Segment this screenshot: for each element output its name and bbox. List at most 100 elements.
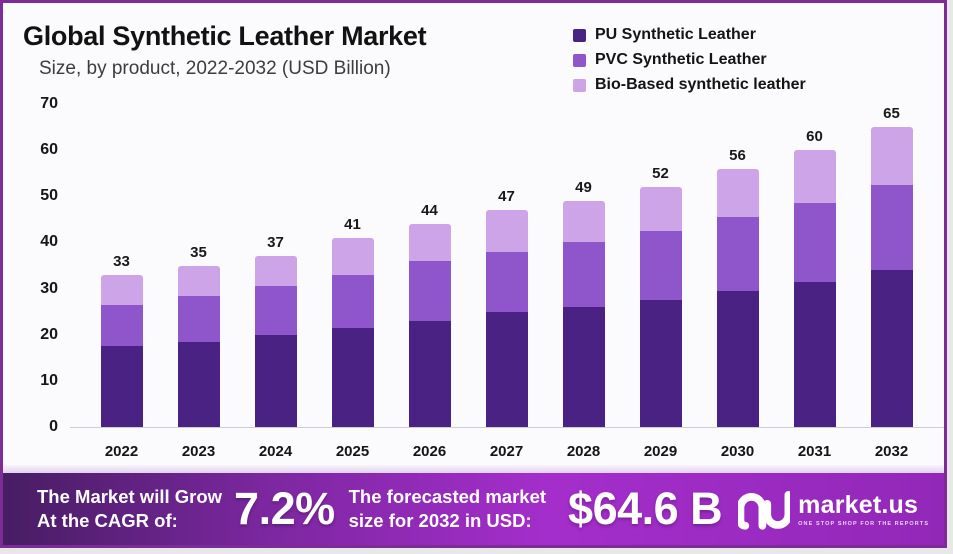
bar-segment-pu	[408, 320, 451, 427]
cagr-value: 7.2%	[234, 483, 335, 534]
stacked-bar	[100, 274, 143, 427]
x-axis-label: 2027	[489, 443, 524, 460]
legend-label: Bio-Based synthetic leather	[595, 76, 806, 93]
y-axis-tick-label: 70	[40, 95, 58, 112]
bar-segment-pu	[100, 346, 143, 427]
page-title: Global Synthetic Leather Market	[23, 21, 427, 51]
brand-tagline: ONE STOP SHOP FOR THE REPORTS	[798, 521, 930, 527]
legend-label: PVC Synthetic Leather	[595, 51, 767, 68]
brand-logo: market.us ONE STOP SHOP FOR THE REPORTS	[738, 487, 929, 532]
bar-segment-bio	[485, 210, 528, 252]
legend-label: PU Synthetic Leather	[595, 26, 756, 43]
bar-segment-bio	[331, 237, 374, 275]
bar-slot: 41 2025	[314, 104, 391, 460]
bar-segment-bio	[254, 256, 297, 287]
bar-segment-pvc	[870, 184, 913, 271]
bar-segment-pvc	[716, 217, 759, 291]
stacked-bar	[331, 237, 374, 427]
bar-slot: 60 2031	[776, 104, 853, 460]
forecast-label-line1: The forecasted market	[348, 486, 547, 508]
y-axis-tick-label: 20	[40, 325, 58, 343]
bar-segment-pu	[562, 307, 605, 427]
legend-item: Bio-Based synthetic leather	[573, 76, 806, 94]
x-axis-label: 2029	[643, 443, 678, 460]
bar-total-label: 60	[806, 128, 823, 146]
legend: PU Synthetic Leather PVC Synthetic Leathe…	[573, 26, 806, 94]
bar-segment-pu	[331, 327, 374, 427]
bar-total-label: 56	[729, 146, 746, 164]
stacked-bar	[177, 265, 220, 427]
stacked-bar	[485, 210, 528, 427]
bar-segment-pu	[716, 290, 759, 427]
stacked-bar	[793, 150, 836, 427]
bar-segment-pvc	[331, 274, 374, 328]
bar-segment-pvc	[408, 260, 451, 321]
bar-segment-pvc	[177, 295, 220, 342]
bar-segment-pu	[870, 270, 913, 427]
bar-slot: 47 2027	[468, 104, 545, 460]
bar-segment-pu	[485, 311, 528, 427]
legend-swatch	[573, 53, 586, 67]
y-axis-tick-label: 40	[40, 233, 58, 251]
y-axis-tick-label: 50	[40, 187, 58, 205]
bar-slot: 49 2028	[545, 104, 622, 460]
brand-text: market.us ONE STOP SHOP FOR THE REPORTS	[798, 491, 929, 527]
bar-total-label: 33	[113, 252, 130, 270]
x-axis-label: 2026	[412, 443, 447, 460]
bar-segment-bio	[639, 187, 682, 231]
bar-segment-bio	[870, 127, 913, 185]
bar-segment-pvc	[639, 230, 682, 301]
y-axis-tick-label: 30	[40, 279, 58, 297]
bar-total-label: 37	[267, 234, 284, 252]
bar-total-label: 44	[421, 201, 438, 219]
cagr-label-line1: The Market will Grow	[37, 486, 223, 508]
forecast-label-line2: size for 2032 in USD:	[348, 510, 532, 531]
stacked-bar	[254, 256, 297, 427]
y-axis-tick-label: 10	[40, 371, 58, 389]
stacked-bar	[408, 223, 451, 427]
bar-slot: 33 2022	[83, 104, 160, 460]
bar-total-label: 35	[190, 243, 207, 261]
bar-segment-bio	[408, 223, 451, 261]
bar-segment-bio	[716, 168, 759, 218]
marketus-logo-icon	[738, 490, 791, 530]
footer-banner: The Market will Grow At the CAGR of: 7.2…	[3, 473, 944, 545]
bar-slot: 37 2024	[237, 104, 314, 460]
bar-segment-bio	[793, 150, 836, 204]
bar-segment-pu	[177, 341, 220, 427]
brand-name: market.us	[798, 491, 919, 519]
bar-total-label: 52	[652, 165, 669, 183]
stacked-bar	[870, 127, 913, 427]
bar-slot: 65 2032	[853, 104, 930, 460]
bar-total-label: 47	[498, 188, 515, 206]
x-axis-label: 2023	[181, 443, 216, 460]
x-axis-label: 2031	[797, 443, 832, 460]
bar-segment-bio	[100, 274, 143, 305]
x-axis-label: 2022	[104, 443, 139, 460]
cagr-label-line2: At the CAGR of:	[37, 510, 178, 531]
footer-divider-strip	[3, 465, 944, 473]
bar-segment-bio	[562, 200, 605, 243]
bar-slot: 35 2023	[160, 104, 237, 460]
bar-segment-pvc	[793, 203, 836, 282]
legend-item: PVC Synthetic Leather	[573, 51, 806, 69]
bar-total-label: 41	[344, 215, 361, 233]
bar-total-label: 49	[575, 178, 592, 196]
x-axis-label: 2030	[720, 443, 755, 460]
legend-item: PU Synthetic Leather	[573, 26, 806, 44]
x-axis-label: 2025	[335, 443, 370, 460]
bar-total-label: 65	[883, 105, 900, 123]
stacked-bar	[639, 187, 682, 427]
stacked-bar	[562, 200, 605, 427]
legend-swatch	[573, 78, 586, 92]
bar-segment-pu	[639, 300, 682, 427]
bar-slot: 52 2029	[622, 104, 699, 460]
y-axis-tick-label: 60	[40, 141, 58, 159]
bar-slot: 56 2030	[699, 104, 776, 460]
forecast-label: The forecasted market size for 2032 in U…	[349, 485, 546, 532]
bar-segment-pvc	[254, 286, 297, 335]
x-axis-label: 2032	[874, 443, 909, 460]
bar-segment-pvc	[562, 242, 605, 308]
bar-slot: 44 2026	[391, 104, 468, 460]
